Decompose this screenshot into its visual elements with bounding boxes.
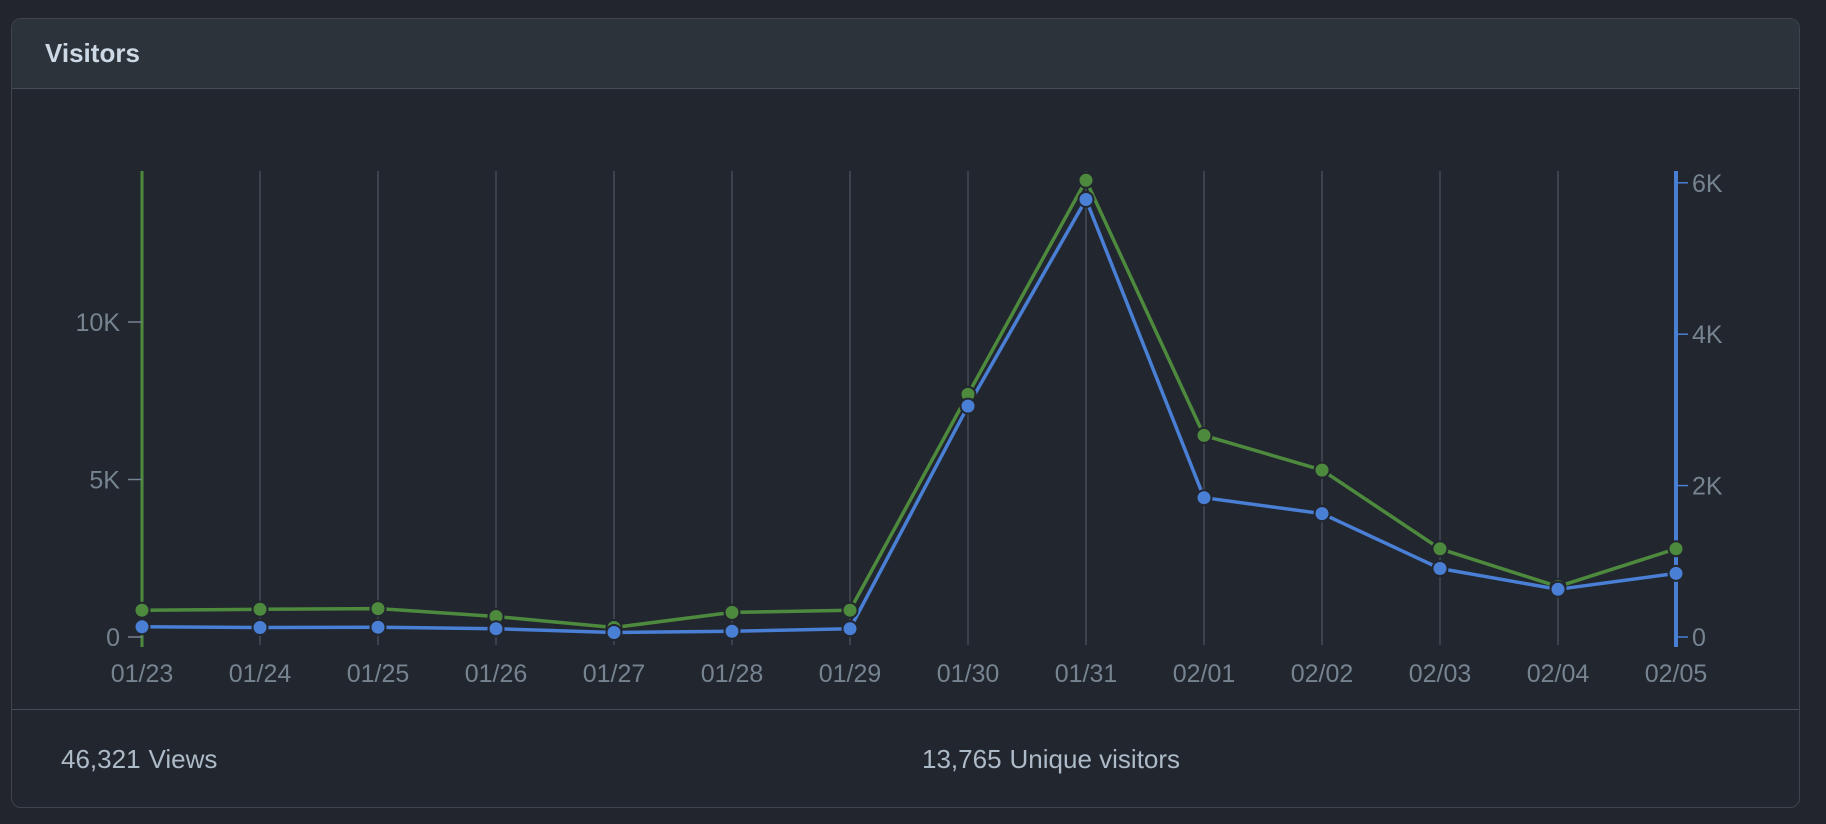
x-tick-label: 01/29 xyxy=(819,660,882,688)
right-tick-label: 6K xyxy=(1692,170,1723,198)
right-tick-label: 0 xyxy=(1692,624,1706,652)
views-data-point xyxy=(1077,171,1095,189)
panel-header: Visitors xyxy=(12,19,1799,89)
x-tick-label: 01/27 xyxy=(583,660,646,688)
x-tick-label: 01/23 xyxy=(111,660,174,688)
x-tick-label: 01/25 xyxy=(347,660,410,688)
views-data-point xyxy=(1431,540,1449,558)
uniques-data-point xyxy=(1431,560,1449,577)
right-tick-label: 2K xyxy=(1692,473,1723,501)
views-data-point xyxy=(1667,540,1685,558)
visitors-chart: 0 5K 10K 0 2K 4K 6K 01/23 01/24 01/25 01/26 01/27 01… xyxy=(12,89,1799,709)
x-tick-label: 02/03 xyxy=(1409,660,1472,688)
views-label: Views xyxy=(148,743,218,774)
visitors-panel: Visitors 0 5K 10K 0 2K 4K 6K 01/23 01/24 01/25 01/… xyxy=(11,18,1800,808)
x-tick-label: 01/26 xyxy=(465,660,528,688)
uniques-stat: 13,765 Unique visitors xyxy=(922,710,1181,807)
uniques-data-point xyxy=(369,618,387,636)
views-data-point xyxy=(841,601,859,619)
views-data-point xyxy=(251,600,269,618)
uniques-count: 13,765 xyxy=(922,743,1002,774)
left-tick-label: 5K xyxy=(89,467,120,495)
uniques-data-point xyxy=(723,622,741,640)
x-tick-label: 02/05 xyxy=(1645,660,1708,688)
uniques-data-point xyxy=(841,620,859,638)
x-tick-label: 01/28 xyxy=(701,660,764,688)
views-count: 46,321 xyxy=(61,743,141,774)
uniques-data-point xyxy=(1077,191,1095,208)
uniques-data-point xyxy=(487,620,505,638)
x-tick-label: 01/31 xyxy=(1055,660,1118,688)
uniques-data-point xyxy=(959,397,977,415)
uniques-series-line xyxy=(141,197,1677,635)
x-tick-label: 02/04 xyxy=(1527,660,1590,688)
left-tick-label: 10K xyxy=(76,309,121,337)
left-tick-label: 0 xyxy=(106,624,120,652)
views-data-point xyxy=(369,600,387,618)
x-tick-label: 02/02 xyxy=(1291,660,1354,688)
views-data-point xyxy=(723,603,741,621)
x-tick-label: 02/01 xyxy=(1173,660,1236,688)
uniques-label: Unique visitors xyxy=(1009,743,1181,774)
views-data-point xyxy=(1195,426,1213,444)
views-stat: 46,321 Views xyxy=(61,710,218,807)
x-tick-label: 01/30 xyxy=(937,660,1000,688)
uniques-data-point xyxy=(605,624,623,641)
views-series-line xyxy=(141,178,1677,630)
uniques-data-point xyxy=(1667,564,1685,582)
views-data-point xyxy=(133,601,151,619)
panel-footer: 46,321 Views 13,765 Unique visitors xyxy=(12,709,1799,807)
chart-svg: 0 5K 10K 0 2K 4K 6K 01/23 01/24 01/25 01/26 01/27 01… xyxy=(76,170,1723,688)
uniques-data-point xyxy=(251,619,269,636)
x-tick-label: 01/24 xyxy=(229,660,292,688)
uniques-data-point xyxy=(1195,489,1213,507)
right-tick-label: 4K xyxy=(1692,321,1723,349)
uniques-data-point xyxy=(1313,505,1331,523)
views-data-point xyxy=(1313,461,1331,479)
uniques-data-point xyxy=(133,618,151,636)
panel-title: Visitors xyxy=(45,38,140,68)
uniques-data-point xyxy=(1549,580,1567,598)
